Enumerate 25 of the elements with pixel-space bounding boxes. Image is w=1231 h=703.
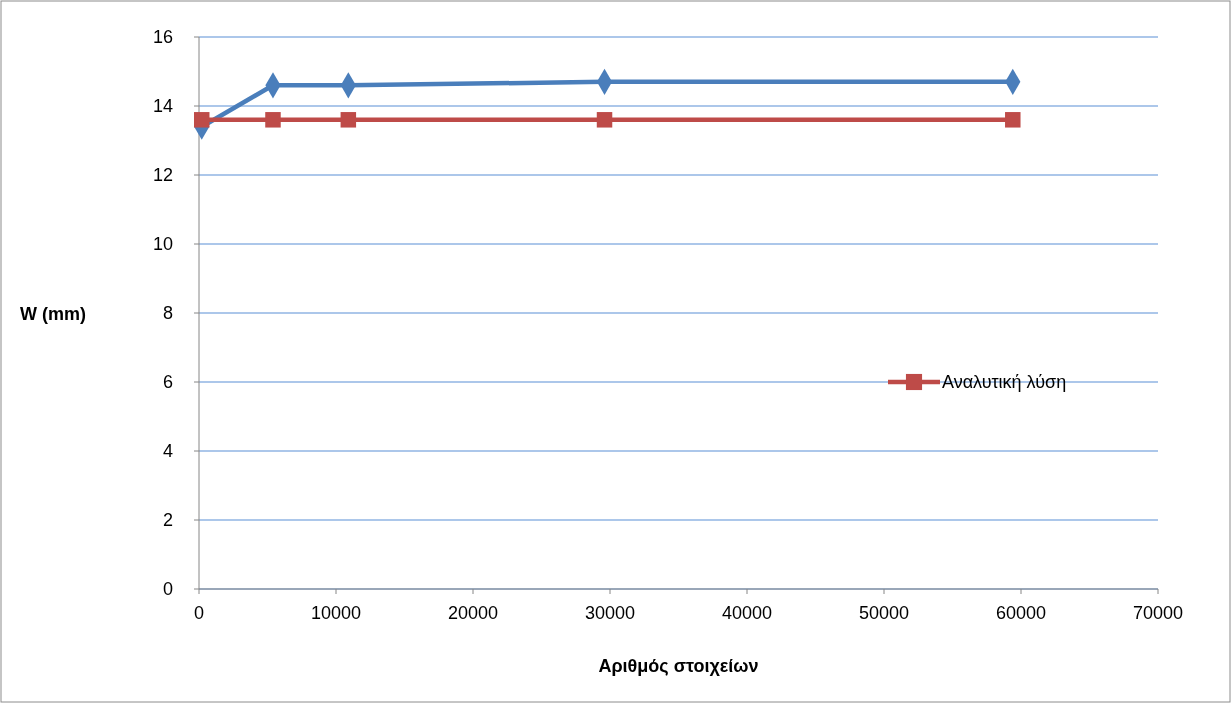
y-tick-label: 8 (162, 303, 173, 323)
x-tick-label: 10000 (310, 603, 362, 623)
y-tick-label: 16 (152, 27, 173, 47)
point (1005, 112, 1021, 128)
point (193, 112, 210, 128)
y-tick-label: 10 (152, 234, 173, 254)
y-tick-label: 6 (162, 372, 173, 392)
x-tick-label: 40000 (721, 603, 773, 623)
x-tick-label: 60000 (995, 603, 1047, 623)
point (596, 112, 613, 128)
x-tick-label: 30000 (584, 603, 636, 623)
x-tick-label: 50000 (858, 603, 910, 623)
x-tick-label: 20000 (447, 603, 499, 623)
y-tick-label: 2 (162, 510, 173, 530)
legend-label: Αναλυτική λύση (942, 372, 1067, 392)
y-tick-label: 0 (162, 579, 173, 599)
point (265, 112, 281, 128)
y-tick-label: 12 (152, 165, 173, 185)
point (340, 112, 357, 128)
y-tick-label: 4 (162, 441, 173, 461)
x-axis-title: Αριθμός στοιχείων (598, 656, 759, 676)
y-axis-title: W (mm) (20, 304, 86, 324)
x-tick-label: 70000 (1132, 603, 1184, 623)
x-tick-label: 0 (193, 603, 205, 623)
y-tick-label: 14 (152, 96, 173, 116)
